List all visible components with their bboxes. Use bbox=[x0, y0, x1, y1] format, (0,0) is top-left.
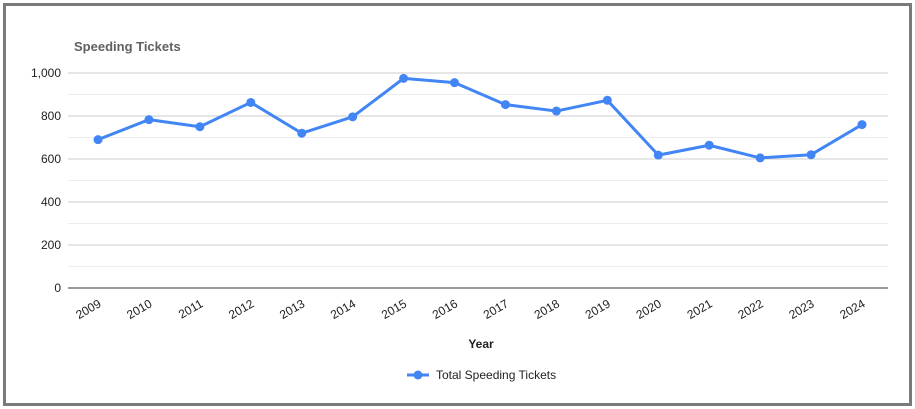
y-tick-label: 0 bbox=[54, 281, 61, 295]
x-tick-label: 2024 bbox=[837, 296, 867, 322]
data-point[interactable] bbox=[93, 135, 103, 145]
x-tick-label: 2020 bbox=[634, 296, 664, 322]
data-point[interactable] bbox=[755, 153, 765, 163]
y-tick-label: 1,000 bbox=[31, 66, 61, 80]
data-point[interactable] bbox=[806, 150, 816, 160]
data-point[interactable] bbox=[500, 100, 510, 110]
x-tick-label: 2022 bbox=[736, 296, 766, 322]
y-tick-label: 600 bbox=[41, 152, 61, 166]
x-tick-label: 2016 bbox=[430, 296, 460, 322]
y-axis-ticks: 0 200 400 600 800 1,000 bbox=[31, 66, 61, 295]
data-point[interactable] bbox=[297, 128, 307, 138]
x-tick-label: 2015 bbox=[379, 296, 409, 322]
y-tick-label: 200 bbox=[41, 238, 61, 252]
series-line bbox=[96, 76, 864, 160]
x-tick-label: 2019 bbox=[583, 296, 613, 322]
data-point[interactable] bbox=[246, 97, 256, 107]
x-tick-label: 2021 bbox=[685, 296, 715, 322]
data-point[interactable] bbox=[857, 120, 867, 130]
y-tick-label: 400 bbox=[41, 195, 61, 209]
y-tick-label: 800 bbox=[41, 109, 61, 123]
data-point[interactable] bbox=[704, 140, 714, 150]
x-axis-ticks: 2009 2010 2011 2012 2013 2014 2015 2016 2017 2018… bbox=[73, 296, 867, 322]
x-tick-label: 2010 bbox=[124, 296, 154, 322]
gridlines bbox=[68, 72, 888, 289]
legend-marker bbox=[413, 370, 423, 380]
x-tick-label: 2009 bbox=[73, 296, 103, 322]
x-tick-label: 2013 bbox=[277, 296, 307, 322]
chart-title: Speeding Tickets bbox=[74, 39, 181, 54]
data-point[interactable] bbox=[602, 95, 612, 105]
data-point[interactable] bbox=[551, 106, 561, 116]
data-point[interactable] bbox=[144, 115, 154, 125]
data-point[interactable] bbox=[195, 122, 205, 132]
legend-label: Total Speeding Tickets bbox=[436, 368, 556, 382]
series-layer bbox=[93, 73, 867, 163]
x-tick-label: 2012 bbox=[226, 296, 256, 322]
chart-frame bbox=[3, 3, 912, 406]
x-tick-label: 2011 bbox=[176, 296, 206, 321]
x-tick-label: 2023 bbox=[786, 296, 816, 322]
x-tick-label: 2014 bbox=[328, 296, 358, 322]
data-point[interactable] bbox=[450, 78, 460, 88]
data-point[interactable] bbox=[653, 150, 663, 160]
legend[interactable]: Total Speeding Tickets bbox=[407, 368, 556, 382]
x-tick-label: 2017 bbox=[481, 296, 511, 322]
data-point[interactable] bbox=[348, 112, 358, 122]
x-tick-label: 2018 bbox=[532, 296, 562, 322]
data-point[interactable] bbox=[399, 73, 409, 83]
x-axis-title: Year bbox=[468, 337, 494, 351]
